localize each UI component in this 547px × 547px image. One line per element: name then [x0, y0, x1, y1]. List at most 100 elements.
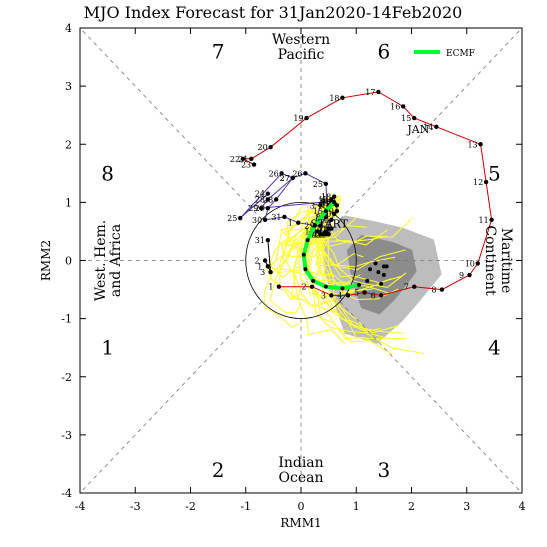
- day-label: 13: [467, 140, 477, 149]
- x-axis-label: RMM1: [280, 516, 321, 530]
- observed-point: [276, 284, 282, 289]
- y-tick-label: 2: [65, 138, 72, 151]
- day-label: 10: [465, 259, 475, 268]
- ensemble-dot: [368, 267, 373, 272]
- day-label: 15: [313, 207, 323, 216]
- observed-point: [412, 284, 417, 289]
- observed-point: [315, 229, 320, 234]
- day-label: 17: [365, 88, 375, 97]
- day-label: 20: [258, 143, 268, 152]
- day-label: 8: [315, 213, 320, 222]
- observed-point: [303, 171, 308, 176]
- region-label-top: Pacific: [278, 47, 325, 63]
- observed-point: [240, 156, 246, 161]
- x-tick-label: 4: [519, 500, 526, 513]
- observed-point: [265, 197, 271, 202]
- day-label: 27: [280, 174, 290, 183]
- ensemble-mean-point: [303, 267, 308, 272]
- y-tick-label: -2: [61, 371, 72, 384]
- y-tick-label: 3: [65, 80, 72, 93]
- observed-point: [483, 179, 489, 185]
- day-label: 3: [310, 201, 315, 210]
- phase-number: 2: [212, 458, 225, 482]
- observed-point: [378, 293, 384, 298]
- observed-point: [265, 264, 271, 269]
- phase-number: 6: [378, 39, 391, 63]
- x-tick-label: 3: [463, 500, 470, 513]
- observed-point: [249, 156, 254, 161]
- phase-number: 3: [378, 458, 391, 482]
- day-label: 31: [271, 213, 281, 222]
- observed-point: [318, 232, 323, 237]
- day-label: 4: [321, 195, 326, 204]
- ensemble-dot: [384, 264, 389, 269]
- day-label: 26: [269, 169, 279, 178]
- observed-point: [334, 208, 340, 214]
- day-label: 23: [318, 225, 328, 234]
- day-label: 24: [255, 190, 265, 199]
- phase-number: 1: [101, 336, 114, 360]
- x-tick-label: 1: [353, 500, 360, 513]
- day-label: 8: [431, 286, 436, 295]
- x-tick-label: -1: [240, 500, 251, 513]
- observed-point: [265, 237, 271, 243]
- phase-number: 4: [488, 336, 501, 360]
- observed-point: [273, 197, 279, 202]
- day-label: 27: [280, 174, 290, 183]
- day-label: 22: [313, 230, 323, 239]
- observed-point: [323, 181, 329, 186]
- ensemble-member-track: [266, 200, 330, 299]
- day-label: 5: [354, 288, 359, 297]
- day-label: 29: [248, 204, 258, 213]
- ensemble-mean-track: [301, 201, 360, 291]
- ensemble-mean-point: [311, 278, 316, 283]
- legend-label: ECMF: [446, 49, 475, 59]
- day-label: 25: [227, 214, 237, 223]
- y-tick-label: -1: [61, 313, 72, 326]
- region-label-bottom: Indian: [278, 455, 323, 471]
- observed-point: [475, 261, 480, 266]
- day-label: 1: [268, 283, 273, 292]
- observed-point: [290, 175, 295, 181]
- day-label: 30: [318, 197, 328, 206]
- day-label: 31: [255, 236, 265, 245]
- observed-point: [329, 293, 334, 298]
- observed-point: [318, 203, 323, 208]
- observed-point: [345, 293, 351, 298]
- day-label: 4: [337, 291, 342, 300]
- observed-point: [329, 217, 334, 223]
- ensemble-dot: [365, 278, 370, 283]
- observed-point: [251, 162, 257, 167]
- ensemble-mean-point: [305, 238, 310, 243]
- ensemble-member-track: [267, 195, 340, 273]
- x-tick-label: -4: [75, 500, 86, 513]
- ensemble-dot: [381, 264, 386, 269]
- y-tick-label: -4: [61, 487, 72, 500]
- observed-point: [282, 214, 287, 220]
- observed-point: [334, 203, 340, 208]
- ensemble-member-track: [317, 201, 392, 293]
- phase-number: 8: [101, 161, 114, 185]
- region-label-right: Maritime: [498, 228, 514, 294]
- observed-point: [259, 205, 264, 211]
- day-label: 31: [320, 200, 330, 209]
- day-label: 28: [255, 195, 265, 204]
- day-label: 1: [257, 262, 262, 271]
- observed-point: [329, 226, 334, 231]
- ensemble-member-track: [320, 207, 407, 288]
- region-label-left: and Africa: [108, 224, 124, 297]
- day-label: 17: [318, 195, 328, 204]
- ensemble-dot: [379, 281, 384, 286]
- ensemble-mean-point: [357, 282, 362, 287]
- start-label: START: [310, 217, 348, 230]
- phase-number: 5: [488, 161, 501, 185]
- day-label: 23: [241, 161, 251, 170]
- y-tick-label: 1: [65, 196, 72, 209]
- observed-point: [265, 191, 271, 196]
- ensemble-mean-point: [323, 209, 328, 214]
- observed-point: [478, 142, 483, 147]
- day-label: 9: [459, 271, 464, 280]
- day-label: 2: [255, 257, 260, 266]
- observed-point: [489, 217, 494, 223]
